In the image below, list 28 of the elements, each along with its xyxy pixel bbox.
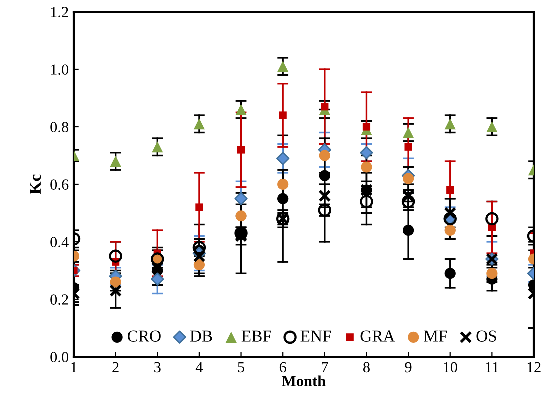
x-tick-label: 11 [486,362,499,372]
x-tick-label: 1 [72,362,77,372]
x-tick-label: 4 [196,362,204,372]
y-tick-label: 0.0 [50,352,69,363]
y-tick-label: 1.2 [51,7,68,18]
x-tick-label: 2 [112,362,119,372]
legend-label: ENF [300,330,332,342]
x-tick-label: 10 [444,362,458,373]
x-tick-label: 3 [154,362,161,373]
x-tick-label: 7 [322,362,328,372]
legend-label: DB [190,330,212,342]
x-tick-label: 5 [238,362,244,373]
x-tick-label: 9 [405,362,412,373]
x-tick-label: 8 [363,362,370,373]
legend-label: GRA [360,330,396,342]
y-tick-label: 0.4 [50,237,69,248]
x-tick-label: 12 [528,362,541,372]
y-axis-title: Kc [30,174,42,194]
legend-label: EBF [242,330,272,342]
y-tick-label: 0.6 [50,180,69,190]
y-tick-label: 1.0 [51,64,69,76]
x-tick-label: 6 [280,362,286,373]
legend-label: MF [424,330,448,342]
legend-label: OS [476,330,496,342]
y-tick-label: 0.8 [50,122,69,133]
y-tick-label: 0.2 [50,294,68,306]
legend-label: CRO [128,330,161,342]
x-axis-title: Month [282,376,326,386]
